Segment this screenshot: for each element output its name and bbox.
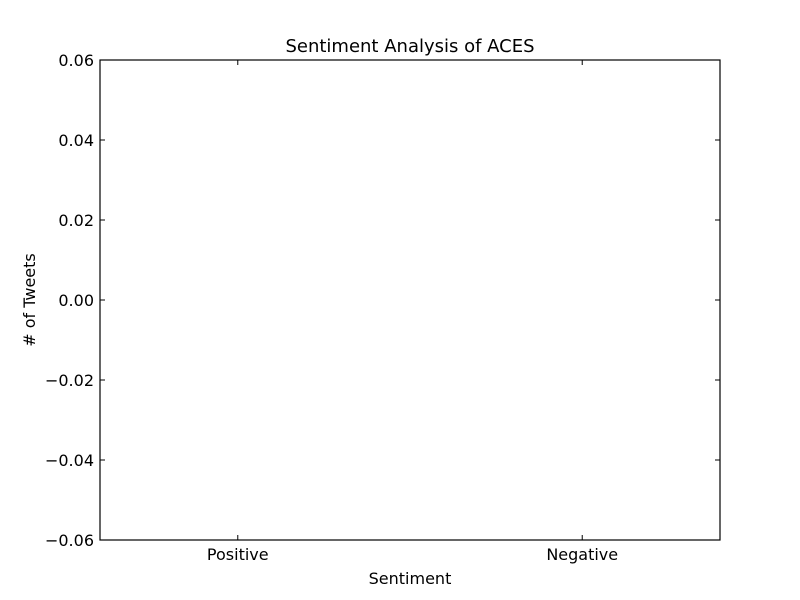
y-axis: 0.06 0.04 0.02 0.00 −0.02 −0.04 −0.06 (45, 51, 720, 550)
y-tick-label: 0.04 (58, 131, 94, 150)
chart-title: Sentiment Analysis of ACES (285, 36, 534, 57)
y-tick-label: 0.00 (58, 291, 94, 310)
y-tick-label: 0.06 (58, 51, 94, 70)
y-tick-label: 0.02 (58, 211, 94, 230)
x-axis-label: Sentiment (369, 569, 452, 588)
y-tick-label: −0.02 (45, 371, 94, 390)
y-axis-label: # of Tweets (20, 253, 39, 347)
y-tick-label: −0.06 (45, 531, 94, 550)
x-axis: Positive Negative (207, 60, 618, 564)
y-tick-label: −0.04 (45, 451, 94, 470)
x-tick-label-positive: Positive (207, 545, 269, 564)
x-tick-label-negative: Negative (546, 545, 618, 564)
